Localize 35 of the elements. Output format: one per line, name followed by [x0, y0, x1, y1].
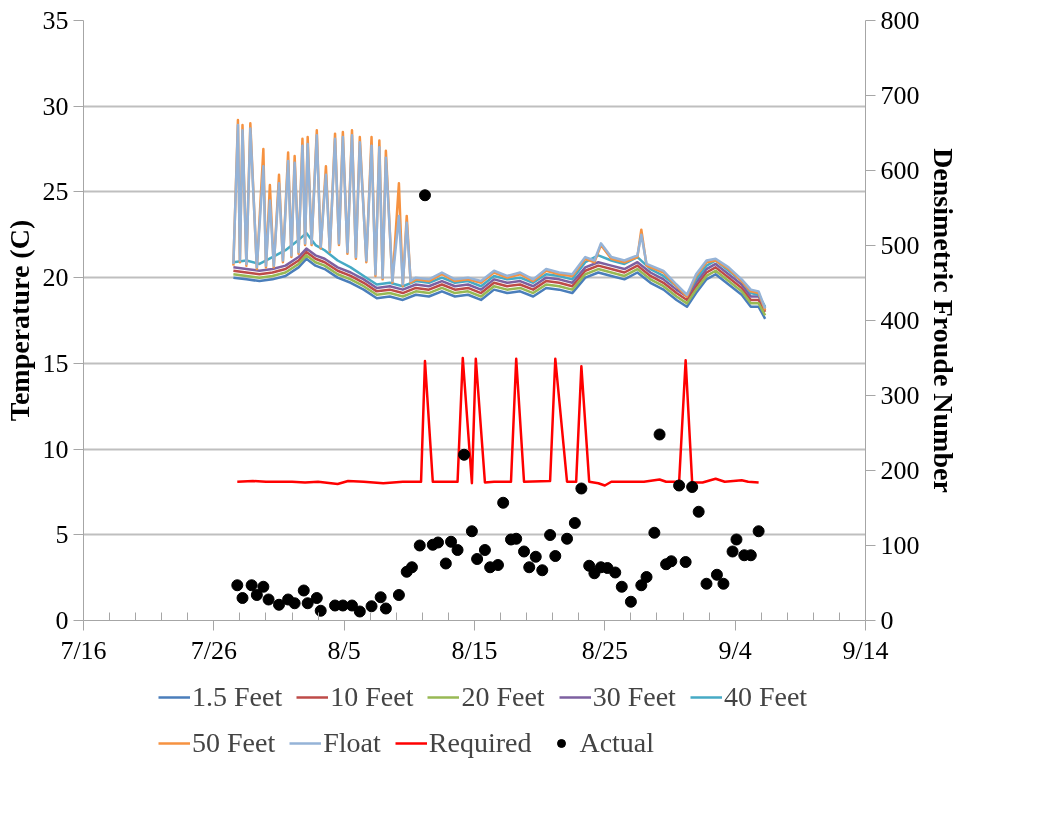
- y-tick-label: 15: [42, 348, 69, 378]
- x-tick-label: 9/14: [842, 635, 889, 665]
- y-tick-label: 5: [55, 520, 69, 550]
- legend-label: 10 Feet: [330, 681, 414, 713]
- x-tick-label: 7/26: [190, 635, 237, 665]
- y2-tick-label: 0: [880, 606, 894, 635]
- y-tick-label: 20: [42, 263, 69, 293]
- legend-label: 30 Feet: [592, 681, 676, 713]
- y-axis-title: Temperature (C): [3, 219, 35, 422]
- legend-label: 1.5 Feet: [192, 681, 283, 713]
- y2-tick-label: 700: [880, 81, 920, 110]
- legend-label: 40 Feet: [723, 681, 808, 713]
- y2-axis-title: Densimetric Froude Number: [927, 148, 959, 493]
- y2-tick-label: 100: [880, 531, 920, 560]
- legend-label: Actual: [579, 727, 655, 759]
- y2-tick-label: 800: [880, 6, 920, 35]
- legend-label: 20 Feet: [461, 681, 545, 713]
- legend-label: Required: [428, 727, 532, 759]
- y2-tick-label: 500: [880, 231, 920, 260]
- y2-tick-label: 400: [880, 306, 920, 335]
- x-tick-label: 9/4: [718, 635, 752, 665]
- legend-label: Float: [323, 727, 381, 759]
- y2-tick-label: 200: [880, 456, 920, 485]
- legend-label: 50 Feet: [192, 727, 276, 759]
- x-tick-label: 8/25: [581, 635, 628, 665]
- y-tick-label: 35: [42, 6, 69, 35]
- y-tick-label: 0: [55, 606, 69, 635]
- x-tick-label: 8/5: [327, 635, 361, 665]
- y2-tick-label: 300: [880, 381, 920, 410]
- x-tick-label: 7/16: [60, 635, 107, 665]
- y-tick-label: 30: [42, 91, 69, 121]
- y-tick-label: 10: [42, 434, 69, 464]
- y-tick-label: 25: [42, 177, 69, 207]
- x-tick-label: 8/15: [451, 635, 498, 665]
- y2-tick-label: 600: [880, 156, 920, 185]
